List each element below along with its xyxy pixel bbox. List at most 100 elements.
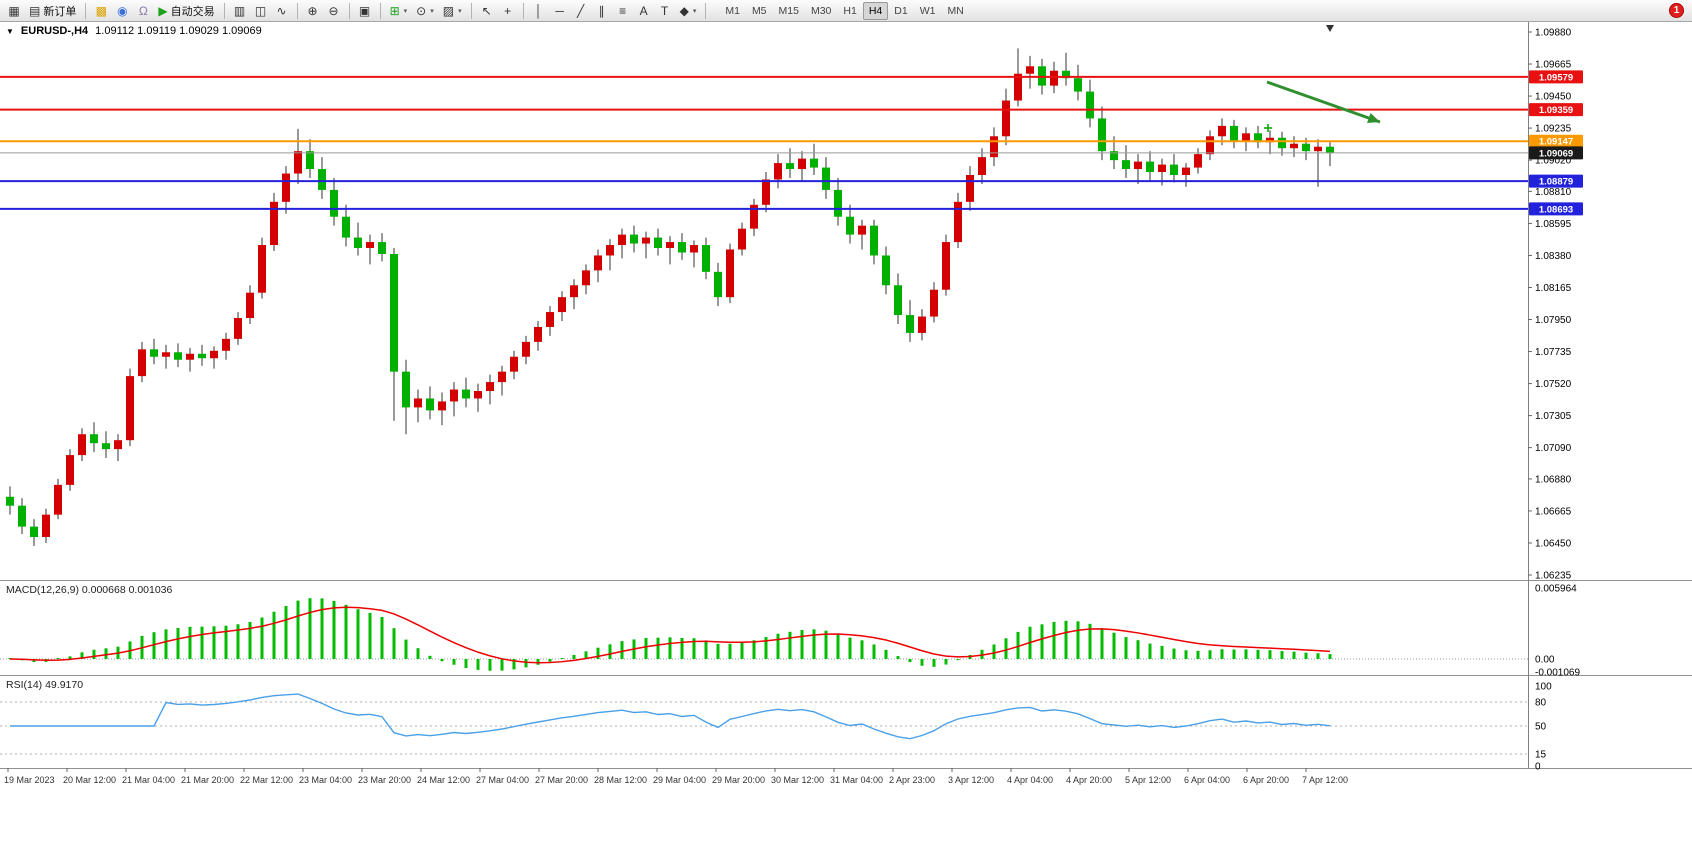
market-watch-button[interactable]: ◉ — [112, 1, 132, 20]
trendline-button[interactable]: ╱ — [571, 1, 591, 20]
periods-button[interactable]: ⊙ ▾ — [412, 1, 438, 20]
candle-body — [198, 353, 206, 359]
collapse-triangle-icon[interactable]: ▼ — [6, 26, 14, 36]
new-chart-icon: ▦ — [8, 3, 20, 18]
candle-body — [1290, 143, 1298, 149]
price-axis-label: 1.07305 — [1535, 411, 1572, 422]
arrows-caret-icon: ▾ — [692, 7, 697, 15]
fibonacci-icon: ≡ — [619, 3, 627, 18]
zoom-out-button[interactable]: ⊖ — [324, 1, 344, 20]
candle-body — [798, 158, 806, 170]
arrows-button[interactable]: ◆ ▾ — [676, 1, 701, 20]
timeframe-h4-button[interactable]: H4 — [862, 1, 889, 20]
macd-label: MACD(12,26,9) 0.000668 0.001036 — [6, 584, 173, 596]
new-order-label: 新订单 — [43, 5, 77, 18]
timeframe-m5-button[interactable]: M5 — [751, 4, 767, 17]
candle-body — [1026, 66, 1034, 74]
candle-body — [150, 349, 158, 357]
timeframe-group: M1 M5 M15 M30 H1 H4 D1 W1 MN — [719, 1, 969, 20]
equidistant-channel-button[interactable]: ∥ — [592, 1, 612, 20]
candle-body — [1206, 136, 1214, 155]
rsi-axis-label: 100 — [1535, 682, 1552, 693]
candlestick-chart-button[interactable]: ◫ — [251, 1, 271, 20]
new-order-button[interactable]: ▤ 新订单 — [25, 1, 80, 20]
candle-body — [570, 285, 578, 298]
candle-body — [1194, 154, 1202, 168]
time-axis-label: 6 Apr 20:00 — [1243, 775, 1289, 785]
autotrade-label: 自动交易 — [170, 5, 215, 18]
candle-body — [462, 389, 470, 399]
autotrade-button[interactable]: ▶ 自动交易 — [154, 1, 218, 20]
templates-icon: ▨ — [442, 3, 455, 18]
timeframe-m15-button[interactable]: M15 — [778, 4, 799, 17]
toolbar-separator — [379, 2, 381, 19]
candle-body — [1302, 143, 1310, 152]
candle-body — [6, 496, 14, 506]
templates-button[interactable]: ▨ ▾ — [439, 1, 466, 20]
time-axis-label: 20 Mar 12:00 — [63, 775, 116, 785]
chart-symbol-period: EURUSD-,H4 — [20, 25, 89, 37]
zoom-in-button[interactable]: ⊕ — [303, 1, 323, 20]
new-chart-button[interactable]: ▦ — [4, 1, 24, 20]
time-axis-label: 27 Mar 20:00 — [535, 775, 588, 785]
time-axis-label: 29 Mar 04:00 — [653, 775, 706, 785]
timeframe-w1-button[interactable]: W1 — [919, 4, 936, 17]
candle-body — [1134, 161, 1142, 170]
price-axis-label: 1.09665 — [1535, 60, 1572, 71]
time-axis-label: 23 Mar 20:00 — [358, 775, 411, 785]
candle-body — [378, 242, 386, 254]
candle-body — [1218, 125, 1226, 137]
bar-chart-button[interactable]: ▥ — [230, 1, 250, 20]
price-axis-label: 1.09235 — [1535, 124, 1572, 135]
indicators-button[interactable]: ⊞ ▾ — [386, 1, 412, 20]
price-axis-label: 1.06880 — [1535, 474, 1572, 485]
toolbar-separator — [470, 2, 472, 19]
tile-windows-button[interactable]: ▣ — [355, 1, 375, 20]
text-label-button[interactable]: T — [655, 1, 675, 20]
time-axis-label: 4 Apr 20:00 — [1066, 775, 1112, 785]
line-chart-button[interactable]: ∿ — [272, 1, 292, 20]
candle-body — [762, 179, 770, 205]
price-axis-label: 1.07950 — [1535, 315, 1572, 326]
notification-badge[interactable]: 1 — [1669, 3, 1684, 18]
timeframe-m1-button[interactable]: M1 — [725, 4, 740, 17]
trend-arrow-head — [1367, 113, 1380, 124]
candle-body — [1086, 91, 1094, 119]
support-button[interactable]: Ω — [133, 1, 153, 20]
timeframe-h1-button[interactable]: H1 — [843, 4, 857, 17]
timeframe-mn-button[interactable]: MN — [947, 4, 964, 17]
cursor-button[interactable]: ↖ — [477, 1, 497, 20]
support-icon: Ω — [138, 3, 148, 18]
candle-body — [246, 292, 254, 319]
candle-body — [1314, 146, 1322, 152]
timeframe-d1-button[interactable]: D1 — [894, 4, 908, 17]
price-chart[interactable]: 1.09880 1.09665 1.09450 1.09235 1.09020 1.088… — [0, 22, 1692, 847]
price-badge-resistance — [1529, 70, 1583, 84]
candle-body — [474, 391, 482, 399]
vertical-line-button[interactable]: │ — [529, 1, 549, 20]
candle-body — [690, 245, 698, 253]
candle-body — [1074, 78, 1082, 92]
price-badge-current-price — [1529, 146, 1583, 160]
favorites-button[interactable]: ▩ — [91, 1, 111, 20]
candle-body — [678, 242, 686, 253]
timeframe-m30-button[interactable]: M30 — [810, 4, 832, 17]
candle-body — [1182, 167, 1190, 176]
candle-body — [1110, 151, 1118, 161]
toolbar-separator — [85, 2, 87, 19]
horizontal-line-button[interactable]: ─ — [550, 1, 570, 20]
crosshair-button[interactable]: + — [498, 1, 518, 20]
candle-body — [42, 514, 50, 538]
candle-body — [18, 505, 26, 527]
toolbar-separator — [522, 2, 524, 19]
text-button[interactable]: A — [634, 1, 654, 20]
time-axis-label: 6 Apr 04:00 — [1184, 775, 1230, 785]
candle-body — [138, 349, 146, 377]
candle-body — [294, 151, 302, 174]
fibonacci-button[interactable]: ≡ — [613, 1, 633, 20]
shift-end-marker-icon — [1326, 25, 1334, 32]
trend-arrow[interactable] — [1266, 80, 1381, 124]
price-axis-label: 1.08380 — [1535, 251, 1572, 262]
price-axis-label: 1.07090 — [1535, 443, 1572, 454]
